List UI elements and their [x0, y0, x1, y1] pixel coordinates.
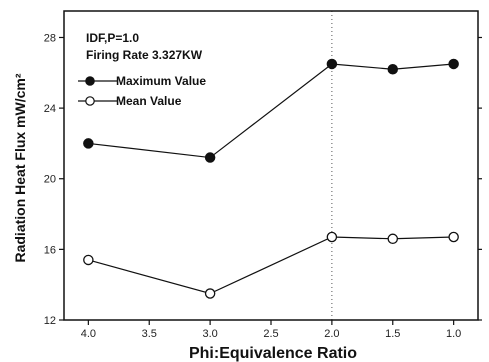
series-layer	[83, 58, 459, 299]
legend: Maximum Value Mean Value	[78, 74, 206, 108]
x-tick-label-4: 2.0	[324, 328, 339, 340]
y-tick-label-4: 28	[44, 32, 56, 44]
y-tick-label-3: 24	[44, 103, 56, 115]
series-0-point-1	[204, 152, 216, 163]
y-tick-label-1: 16	[44, 244, 56, 256]
series-1-point-3	[387, 233, 399, 245]
x-tick-label-3: 2.5	[263, 328, 278, 340]
legend-label-mean: Mean Value	[116, 94, 182, 108]
y-tick-label-0: 12	[44, 315, 56, 327]
x-tick-label-1: 3.5	[142, 328, 157, 340]
x-tick-label-2: 3.0	[202, 328, 217, 340]
x-axis-title: Phi:Equivalence Ratio	[189, 345, 357, 362]
x-tick-label-0: 4.0	[81, 328, 96, 340]
annotation-line-2: Firing Rate 3.327KW	[86, 48, 203, 62]
legend-marker-mean	[85, 96, 95, 106]
series-1-point-0	[83, 254, 94, 266]
series-1-point-4	[448, 231, 459, 243]
legend-marker-maximum	[85, 76, 95, 86]
y-tick-label-2: 20	[44, 174, 56, 186]
annotation-line-1: IDF,P=1.0	[86, 31, 139, 45]
series-0-point-2	[326, 58, 338, 70]
series-1-point-1	[204, 288, 216, 299]
y-axis-title: Radiation Heat Flux mW/cm²	[12, 73, 28, 262]
x-tick-label-5: 1.5	[385, 328, 400, 340]
series-line-1	[88, 236, 454, 295]
series-1-point-2	[326, 231, 338, 243]
ticks-layer: 4.0 3.5 3.0 2.5 2.0 1.5 1.0 12 16 20 24 28	[44, 32, 482, 340]
series-0-point-3	[387, 64, 399, 75]
x-tick-label-6: 1.0	[446, 328, 461, 340]
series-0-point-0	[83, 138, 94, 149]
series-0-point-4	[448, 58, 459, 70]
legend-label-maximum: Maximum Value	[116, 74, 206, 88]
